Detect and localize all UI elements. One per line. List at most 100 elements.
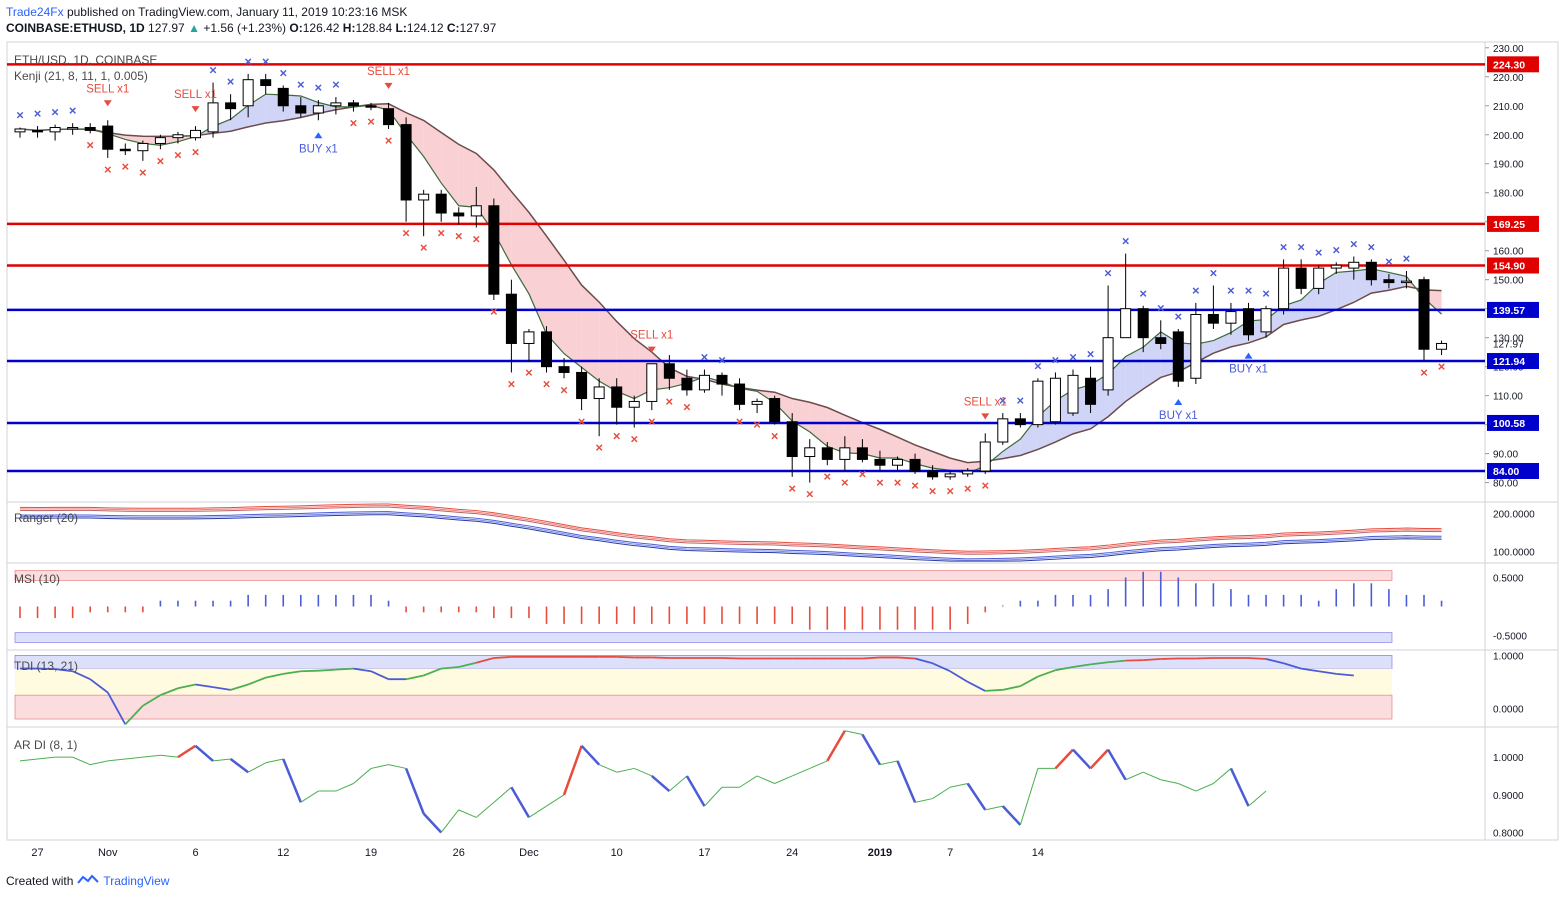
created-with-text: Created with: [6, 873, 74, 888]
tdi-line-segment: [1265, 658, 1284, 665]
signal-x-marker: ×: [736, 414, 744, 429]
candle-down: [769, 398, 781, 423]
ranger-band-line: [19, 512, 1442, 561]
candle-up: [892, 458, 903, 466]
candle-down: [716, 374, 728, 385]
ardi-line-segment: [914, 798, 933, 803]
ardi-line-segment: [1229, 767, 1250, 807]
tdi-line-segment: [1108, 659, 1126, 664]
tdi-line-segment: [1037, 669, 1056, 678]
ardi-line-segment: [546, 794, 565, 807]
signal-x-marker: ×: [157, 153, 165, 168]
signal-x-marker: ×: [543, 376, 551, 391]
kenji-cloud-segment: [879, 429, 898, 458]
tdi-line-segment: [212, 686, 231, 691]
tdi-line-segment: [458, 661, 477, 668]
ardi-line-segment: [685, 775, 706, 807]
ardi-line-segment: [861, 733, 882, 766]
ranger-panel-label: Ranger (20): [14, 511, 78, 525]
signal-x-marker: ×: [525, 365, 533, 380]
ardi-line-segment: [160, 754, 179, 758]
candle-up: [979, 441, 991, 472]
price-tick-label: 210.00: [1493, 102, 1524, 113]
signal-x-marker: ×: [648, 414, 656, 429]
candle-down: [1172, 331, 1184, 382]
ardi-line-segment: [19, 758, 38, 762]
candle-up: [1313, 267, 1325, 289]
level-axis-badge: [1487, 463, 1539, 480]
candle-down: [383, 108, 395, 126]
publisher-link[interactable]: Trade24Fx: [6, 5, 64, 19]
signal-x-marker: ×: [455, 229, 463, 244]
price-tick-label: 160.00: [1493, 247, 1524, 258]
ardi-line-segment: [932, 786, 951, 799]
tdi-line-segment: [932, 662, 951, 673]
signal-x-marker: ×: [788, 481, 796, 496]
ardi-line-segment: [458, 809, 477, 818]
candle-up: [698, 374, 710, 391]
kenji-cloud-segment: [1020, 416, 1038, 456]
level-axis-badge: [1487, 257, 1539, 274]
ardi-line-segment: [1248, 790, 1267, 807]
level-axis-badge: [1487, 353, 1539, 370]
candle-down: [102, 125, 114, 150]
candle-up: [804, 447, 816, 458]
buy-arrow-icon: [314, 132, 323, 139]
kenji-cloud-segment: [423, 120, 442, 183]
tdi-line-segment: [142, 694, 161, 707]
kenji-cloud-segment: [441, 132, 459, 206]
price-tick-label: 190.00: [1493, 160, 1524, 171]
signal-x-marker: ×: [297, 77, 305, 92]
tdi-line-segment: [37, 667, 56, 671]
x-axis-label: 2019: [868, 847, 892, 859]
candle-up: [962, 470, 974, 475]
kenji-fast-line: [19, 93, 1442, 474]
ardi-line-segment: [353, 768, 372, 784]
tdi-line-segment: [897, 656, 916, 660]
candle-down: [1137, 308, 1149, 339]
chart-frame: [6, 41, 1559, 841]
candle-down: [119, 148, 131, 152]
kenji-cloud-segment: [1002, 439, 1021, 459]
ardi-line-segment: [792, 767, 810, 777]
signal-x-marker: ×: [490, 304, 498, 319]
candle-down: [400, 124, 412, 201]
candle-up: [1348, 261, 1360, 269]
kenji-cloud-segment: [511, 191, 529, 294]
candle-down: [225, 102, 237, 110]
signal-x-marker: ×: [1069, 350, 1077, 365]
tdi-line-segment: [72, 670, 91, 681]
candle-down: [681, 377, 693, 391]
ardi-line-segment: [404, 767, 425, 815]
candle-up: [172, 134, 184, 139]
ardi-line-segment: [90, 760, 108, 766]
ardi-line-segment: [247, 762, 266, 773]
candle-down: [347, 102, 359, 107]
signal-x-marker: ×: [1034, 358, 1042, 373]
level-axis-label: 84.00: [1493, 466, 1519, 478]
ranger-tick-label: 100.0000: [1493, 548, 1535, 559]
ardi-line-segment: [265, 758, 284, 764]
tradingview-link[interactable]: TradingView: [103, 873, 170, 888]
candle-up: [1260, 308, 1272, 333]
tdi-line-segment: [1125, 659, 1144, 662]
ardi-line-segment: [1160, 779, 1179, 784]
ardi-line-segment: [616, 767, 635, 773]
tdi-middle-zone: [15, 668, 1392, 696]
candle-up: [839, 447, 851, 460]
candle-down: [541, 331, 552, 368]
signal-x-marker: ×: [630, 432, 638, 447]
candle-down: [821, 447, 833, 460]
signal-x-marker: ×: [367, 114, 375, 129]
signal-x-marker: ×: [385, 133, 393, 148]
tdi-line-segment: [106, 692, 127, 725]
ardi-panel-label: AR DI (8, 1): [14, 738, 77, 752]
signal-x-marker: ×: [350, 116, 358, 131]
kenji-cloud-segment: [564, 260, 582, 368]
candle-up: [628, 400, 640, 408]
kenji-cloud-segment: [493, 169, 512, 265]
price-tick-label: 230.00: [1493, 44, 1524, 55]
tdi-line-segment: [949, 670, 969, 683]
buy-signal-label: BUY x1: [1229, 364, 1268, 376]
